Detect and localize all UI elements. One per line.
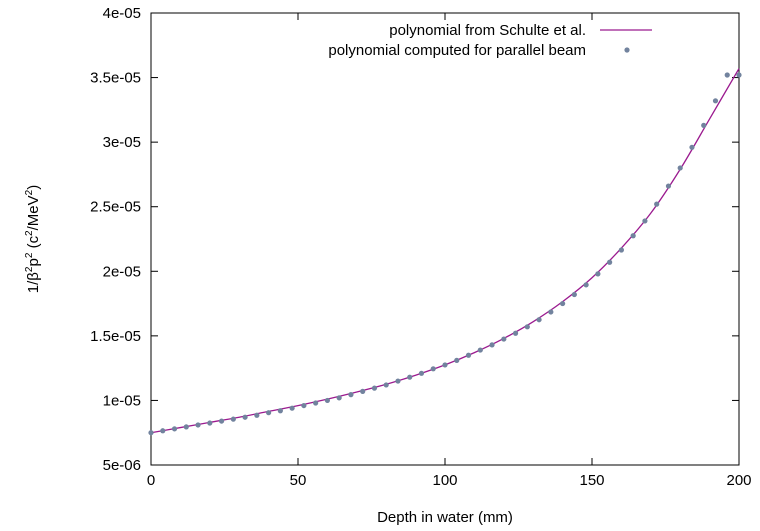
data-point <box>324 397 330 404</box>
series-points-parallel-beam <box>148 72 742 436</box>
data-point <box>583 282 589 288</box>
data-point <box>371 385 378 391</box>
data-point <box>524 324 530 330</box>
plot-frame <box>150 12 740 466</box>
data-point <box>665 183 672 189</box>
data-point <box>242 414 248 420</box>
data-point <box>618 247 625 253</box>
data-point <box>195 422 201 428</box>
data-point <box>489 342 495 348</box>
data-point <box>642 218 648 224</box>
data-point <box>313 400 319 406</box>
data-point <box>724 72 730 78</box>
y-tick-label: 3e-05 <box>103 134 141 151</box>
y-axis-title: 1/β2p2 (c2/MeV2) <box>24 185 42 293</box>
data-point <box>477 347 483 353</box>
data-point <box>595 271 601 277</box>
data-point <box>571 291 577 298</box>
data-point <box>712 98 719 104</box>
data-point <box>501 336 507 342</box>
data-point <box>160 428 166 434</box>
series-line-schulte <box>150 68 740 434</box>
legend-label-parallel-beam: polynomial computed for parallel beam <box>328 42 586 59</box>
x-tick-label: 150 <box>579 472 604 489</box>
data-point <box>207 420 213 426</box>
x-axis-title: Depth in water (mm) <box>377 509 513 526</box>
y-tick-label: 1e-05 <box>103 392 141 409</box>
y-axis-title-sup: 2 <box>24 230 35 236</box>
data-point <box>454 357 460 363</box>
y-axis-title-sup: 2 <box>24 252 35 258</box>
data-point <box>395 378 401 384</box>
legend-swatch-point <box>624 47 630 53</box>
x-tick-label: 50 <box>290 472 307 489</box>
data-point <box>677 165 683 171</box>
data-point <box>277 408 283 414</box>
data-point <box>289 405 295 411</box>
data-point <box>736 72 742 78</box>
y-axis-title-part: 1/β <box>25 272 42 294</box>
legend-label-schulte: polynomial from Schulte et al. <box>389 22 586 39</box>
y-axis-title-sup: 2 <box>24 189 35 195</box>
y-tick-label: 5e-06 <box>103 457 141 474</box>
data-point <box>689 144 695 150</box>
y-axis-title-sup: 2 <box>24 266 35 272</box>
data-point <box>654 201 660 207</box>
legend: polynomial from Schulte et al. polynomia… <box>328 22 652 59</box>
data-point <box>407 374 413 380</box>
data-point <box>348 392 354 398</box>
data-point <box>218 418 225 424</box>
y-tick-label: 2e-05 <box>103 263 141 280</box>
y-axis-title-part: (c <box>25 235 42 252</box>
data-point <box>630 233 636 239</box>
data-point <box>360 388 366 394</box>
data-point <box>183 424 189 430</box>
data-point <box>430 366 436 372</box>
x-axis-ticks: 0 50 100 150 200 <box>147 13 752 489</box>
data-point <box>560 300 566 307</box>
data-point <box>548 309 554 315</box>
y-tick-label: 4e-05 <box>103 5 141 22</box>
y-axis-ticks: 5e-06 1e-05 1.5e-05 2e-05 2.5e-05 3e-05 3.5e-0… <box>90 5 739 474</box>
x-tick-label: 200 <box>726 472 751 489</box>
data-point <box>418 370 425 376</box>
data-point <box>266 410 272 416</box>
data-point <box>230 416 236 422</box>
y-axis-title-part: p <box>25 258 42 266</box>
data-point <box>465 352 472 358</box>
data-point <box>148 430 154 436</box>
data-point <box>254 412 260 418</box>
y-axis-title-part: ) <box>25 185 42 190</box>
data-point <box>536 317 542 323</box>
data-point <box>512 330 519 336</box>
data-point <box>607 259 613 265</box>
data-point <box>171 426 178 432</box>
y-axis-title-part: /MeV <box>25 195 42 230</box>
data-point <box>383 382 389 388</box>
data-point <box>442 362 448 368</box>
x-tick-label: 100 <box>432 472 457 489</box>
data-point <box>701 122 707 128</box>
y-tick-label: 2.5e-05 <box>90 199 141 216</box>
y-tick-label: 1.5e-05 <box>90 328 141 345</box>
data-point <box>336 395 342 401</box>
y-tick-label: 3.5e-05 <box>90 70 141 87</box>
data-point <box>301 402 307 409</box>
x-tick-label: 0 <box>147 472 155 489</box>
